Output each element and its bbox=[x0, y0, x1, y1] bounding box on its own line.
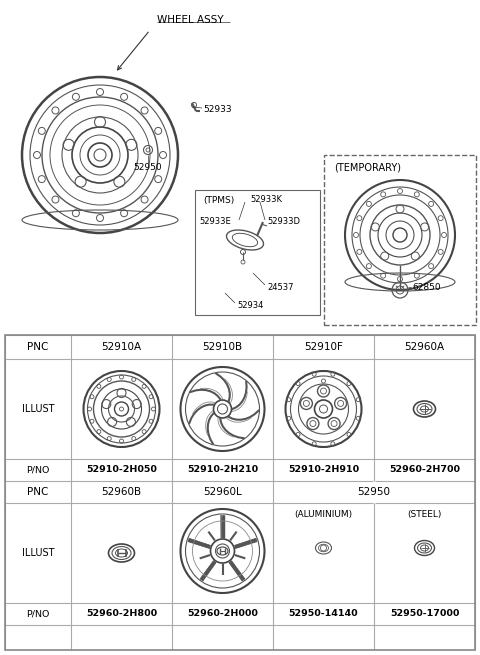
Text: (TPMS): (TPMS) bbox=[203, 195, 234, 204]
Text: WHEEL ASSY: WHEEL ASSY bbox=[157, 15, 224, 25]
Text: 52960-2H800: 52960-2H800 bbox=[86, 610, 157, 618]
Text: 52910A: 52910A bbox=[101, 342, 142, 352]
Text: 52910-2H210: 52910-2H210 bbox=[187, 466, 258, 474]
Text: 52950: 52950 bbox=[134, 162, 162, 172]
Text: PNC: PNC bbox=[27, 487, 48, 497]
Bar bbox=[195, 190, 320, 315]
Text: 52910B: 52910B bbox=[203, 342, 242, 352]
Text: 52910-2H910: 52910-2H910 bbox=[288, 466, 359, 474]
Text: 52933D: 52933D bbox=[267, 217, 300, 227]
Text: P/NO: P/NO bbox=[26, 466, 50, 474]
Bar bbox=[324, 155, 476, 325]
Text: 52933: 52933 bbox=[203, 105, 232, 113]
Text: (TEMPORARY): (TEMPORARY) bbox=[334, 162, 401, 172]
Text: 52933K: 52933K bbox=[250, 195, 282, 204]
Text: 52960A: 52960A bbox=[405, 342, 444, 352]
Text: 52934: 52934 bbox=[237, 301, 264, 310]
Text: 52960-2H000: 52960-2H000 bbox=[187, 610, 258, 618]
Text: 52960-2H700: 52960-2H700 bbox=[389, 466, 460, 474]
Text: (STEEL): (STEEL) bbox=[408, 510, 442, 519]
Text: 52950: 52950 bbox=[358, 487, 391, 497]
Text: 62850: 62850 bbox=[412, 282, 441, 291]
Bar bbox=[5, 335, 475, 650]
Text: 52960L: 52960L bbox=[203, 487, 242, 497]
Text: P/NO: P/NO bbox=[26, 610, 50, 618]
Text: ILLUST: ILLUST bbox=[22, 404, 54, 414]
Text: 52910-2H050: 52910-2H050 bbox=[86, 466, 157, 474]
Text: 52960B: 52960B bbox=[101, 487, 142, 497]
Text: 52933E: 52933E bbox=[199, 217, 231, 227]
Text: ILLUST: ILLUST bbox=[22, 548, 54, 558]
Text: 52950-17000: 52950-17000 bbox=[390, 610, 459, 618]
Text: PNC: PNC bbox=[27, 342, 48, 352]
Text: 24537: 24537 bbox=[267, 282, 293, 291]
Text: (ALUMINIUM): (ALUMINIUM) bbox=[294, 510, 353, 519]
Text: 52950-14140: 52950-14140 bbox=[288, 610, 358, 618]
Text: 52910F: 52910F bbox=[304, 342, 343, 352]
